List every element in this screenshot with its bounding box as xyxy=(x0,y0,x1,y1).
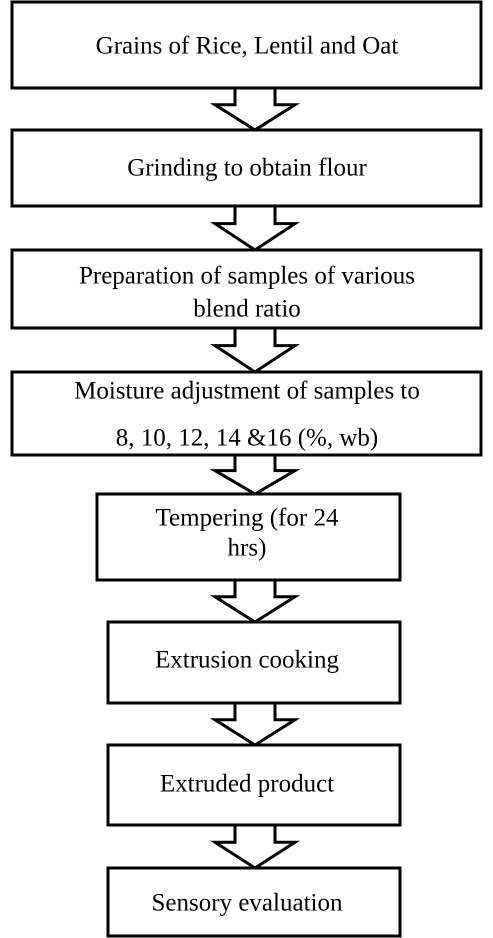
arrow xyxy=(210,326,300,374)
arrow xyxy=(209,86,301,132)
box-label: Extruded product xyxy=(160,771,334,798)
arrow xyxy=(210,204,300,252)
box-label: Grinding to obtain flour xyxy=(127,155,367,182)
process-box xyxy=(10,0,483,90)
process-box xyxy=(10,370,483,457)
box-label: 8, 10, 12, 14 &16 (%, wb) xyxy=(116,425,378,452)
box-label: Moisture adjustment of samples to xyxy=(74,378,420,405)
box-label: Sensory evaluation xyxy=(152,890,343,917)
process-box xyxy=(106,866,402,938)
box-label: blend ratio xyxy=(193,296,301,323)
box-label: hrs) xyxy=(228,535,267,562)
arrow xyxy=(209,823,301,870)
process-box xyxy=(106,620,402,705)
box-label: Grains of Rice, Lentil and Oat xyxy=(96,33,399,60)
arrow xyxy=(209,453,301,496)
box-label: Extrusion cooking xyxy=(155,647,340,674)
process-box xyxy=(10,128,483,208)
arrow xyxy=(209,578,301,624)
box-label: Tempering (for 24 xyxy=(156,505,339,532)
arrow xyxy=(209,701,301,747)
box-label: Preparation of samples of various xyxy=(79,263,415,290)
